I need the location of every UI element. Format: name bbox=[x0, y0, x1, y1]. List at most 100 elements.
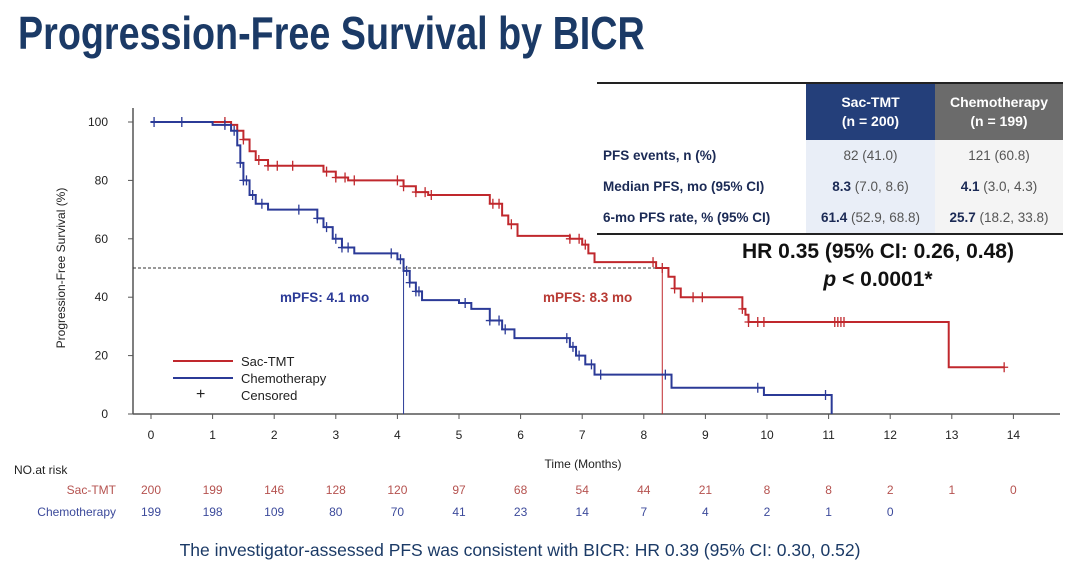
cell-chemo: 25.7 (18.2, 33.8) bbox=[935, 202, 1063, 234]
curve-sac-tmt bbox=[151, 121, 1005, 369]
censor-mark-chemo bbox=[495, 315, 504, 326]
cell-sac: 61.4 (52.9, 68.8) bbox=[806, 202, 935, 234]
censor-mark-chemo bbox=[501, 324, 510, 335]
cell-chemo: 4.1 (3.0, 4.3) bbox=[935, 171, 1063, 202]
at-risk-value: 200 bbox=[141, 483, 161, 497]
at-risk-label-sac: Sac-TMT bbox=[67, 483, 117, 497]
row-label: 6-mo PFS rate, % (95% CI) bbox=[603, 210, 771, 225]
censor-mark-sac-tmt bbox=[264, 160, 273, 171]
at-risk-value: 0 bbox=[887, 505, 894, 519]
x-tick-label: 0 bbox=[148, 428, 155, 442]
at-risk-value: 109 bbox=[264, 505, 284, 519]
censor-mark-chemo bbox=[387, 248, 396, 259]
censor-mark-chemo bbox=[230, 125, 239, 136]
at-risk-value: 128 bbox=[326, 483, 346, 497]
x-tick-label: 2 bbox=[271, 428, 278, 442]
censor-mark-sac-tmt bbox=[393, 175, 402, 186]
at-risk-value: 8 bbox=[764, 483, 771, 497]
hazard-ratio: HR 0.35 (95% CI: 0.26, 0.48) bbox=[742, 240, 1014, 263]
cell-chemo: 121 (60.8) bbox=[935, 140, 1063, 171]
censor-mark-chemo bbox=[242, 175, 251, 186]
x-tick-label: 12 bbox=[884, 428, 898, 442]
censor-mark-sac-tmt bbox=[427, 190, 436, 200]
header-chemotherapy: Chemotherapy (n = 199) bbox=[935, 83, 1063, 140]
censor-mark-chemo bbox=[596, 369, 605, 380]
censor-mark-chemo bbox=[220, 119, 229, 130]
at-risk-value: 1 bbox=[825, 505, 832, 519]
x-tick-label: 8 bbox=[640, 428, 647, 442]
at-risk-label-chemo: Chemotherapy bbox=[37, 505, 116, 519]
legend-sac: Sac-TMT bbox=[241, 354, 295, 369]
y-axis-label: Progression-Free Survival (%) bbox=[54, 188, 68, 349]
x-tick-label: 11 bbox=[822, 428, 835, 442]
at-risk-value: 1 bbox=[948, 483, 955, 497]
censor-mark-chemo bbox=[396, 254, 405, 265]
at-risk-value: 120 bbox=[387, 483, 407, 497]
at-risk-value: 70 bbox=[391, 505, 405, 519]
x-tick-label: 13 bbox=[945, 428, 959, 442]
x-tick-label: 9 bbox=[702, 428, 709, 442]
y-tick-label: 100 bbox=[88, 115, 108, 129]
censor-mark-sac-tmt bbox=[575, 233, 584, 244]
censor-mark-chemo bbox=[568, 341, 577, 352]
summary-table: Sac-TMT (n = 200) Chemotherapy (n = 199) P… bbox=[597, 82, 1063, 235]
x-tick-label: 10 bbox=[760, 428, 774, 442]
censor-mark-chemo bbox=[150, 117, 159, 127]
y-tick-label: 0 bbox=[101, 407, 108, 421]
at-risk-value: 44 bbox=[637, 483, 651, 497]
censor-mark-sac-tmt bbox=[698, 292, 707, 303]
censor-mark-sac-tmt bbox=[341, 172, 350, 183]
row-label: PFS events, n (%) bbox=[603, 148, 717, 163]
censor-mark-chemo bbox=[562, 333, 571, 344]
median-label-sac: mPFS: 8.3 mo bbox=[543, 290, 632, 305]
censor-mark-sac-tmt bbox=[322, 166, 331, 177]
at-risk-value: 199 bbox=[141, 505, 161, 519]
at-risk-value: 54 bbox=[576, 483, 590, 497]
censor-mark-chemo bbox=[248, 190, 257, 200]
cell-sac: 82 (41.0) bbox=[806, 140, 935, 171]
censor-mark-sac-tmt bbox=[350, 175, 359, 186]
header-sac-tmt: Sac-TMT (n = 200) bbox=[806, 83, 935, 140]
page-title: Progression-Free Survival by BICR bbox=[18, 7, 645, 59]
censor-mark-chemo bbox=[177, 117, 186, 127]
median-label-chemo: mPFS: 4.1 mo bbox=[280, 290, 369, 305]
censor-mark-sac-tmt bbox=[689, 292, 698, 303]
x-tick-label: 5 bbox=[456, 428, 463, 442]
censor-mark-sac-tmt bbox=[840, 317, 848, 328]
censor-mark-sac-tmt bbox=[411, 187, 420, 198]
censor-mark-chemo bbox=[344, 242, 353, 253]
p-value: p < 0.0001* bbox=[823, 268, 933, 291]
legend-chemo: Chemotherapy bbox=[241, 371, 327, 386]
censored-icon: + bbox=[196, 386, 205, 403]
censor-mark-chemo bbox=[236, 157, 245, 168]
censor-mark-chemo bbox=[575, 350, 584, 361]
censor-mark-chemo bbox=[414, 286, 423, 297]
censor-mark-sac-tmt bbox=[1000, 362, 1009, 373]
x-tick-label: 4 bbox=[394, 428, 401, 442]
censor-mark-sac-tmt bbox=[738, 303, 747, 314]
censor-mark-sac-tmt bbox=[331, 172, 340, 183]
censor-mark-chemo bbox=[405, 277, 414, 288]
cell-sac: 8.3 (7.0, 8.6) bbox=[806, 171, 935, 202]
at-risk-value: 41 bbox=[452, 505, 466, 519]
censor-mark-chemo bbox=[402, 265, 411, 276]
at-risk-value: 199 bbox=[203, 483, 223, 497]
at-risk-value: 2 bbox=[887, 483, 894, 497]
table-row: PFS events, n (%) 82 (41.0) 121 (60.8) bbox=[597, 140, 1063, 171]
row-label: Median PFS, mo (95% CI) bbox=[603, 179, 765, 194]
censor-mark-sac-tmt bbox=[495, 198, 504, 209]
censor-mark-chemo bbox=[322, 222, 331, 233]
censor-mark-chemo bbox=[294, 204, 303, 215]
at-risk-value: 4 bbox=[702, 505, 709, 519]
at-risk-value: 97 bbox=[452, 483, 466, 497]
at-risk-value: 7 bbox=[640, 505, 647, 519]
footnote: The investigator-assessed PFS was consis… bbox=[179, 540, 861, 560]
legend-censored: Censored bbox=[241, 388, 297, 403]
at-risk-value: 14 bbox=[576, 505, 590, 519]
censor-mark-sac-tmt bbox=[649, 257, 658, 268]
at-risk-value: 0 bbox=[1010, 483, 1017, 497]
censor-mark-chemo bbox=[485, 315, 494, 326]
at-risk-value: 146 bbox=[264, 483, 284, 497]
censor-mark-chemo bbox=[313, 213, 322, 224]
